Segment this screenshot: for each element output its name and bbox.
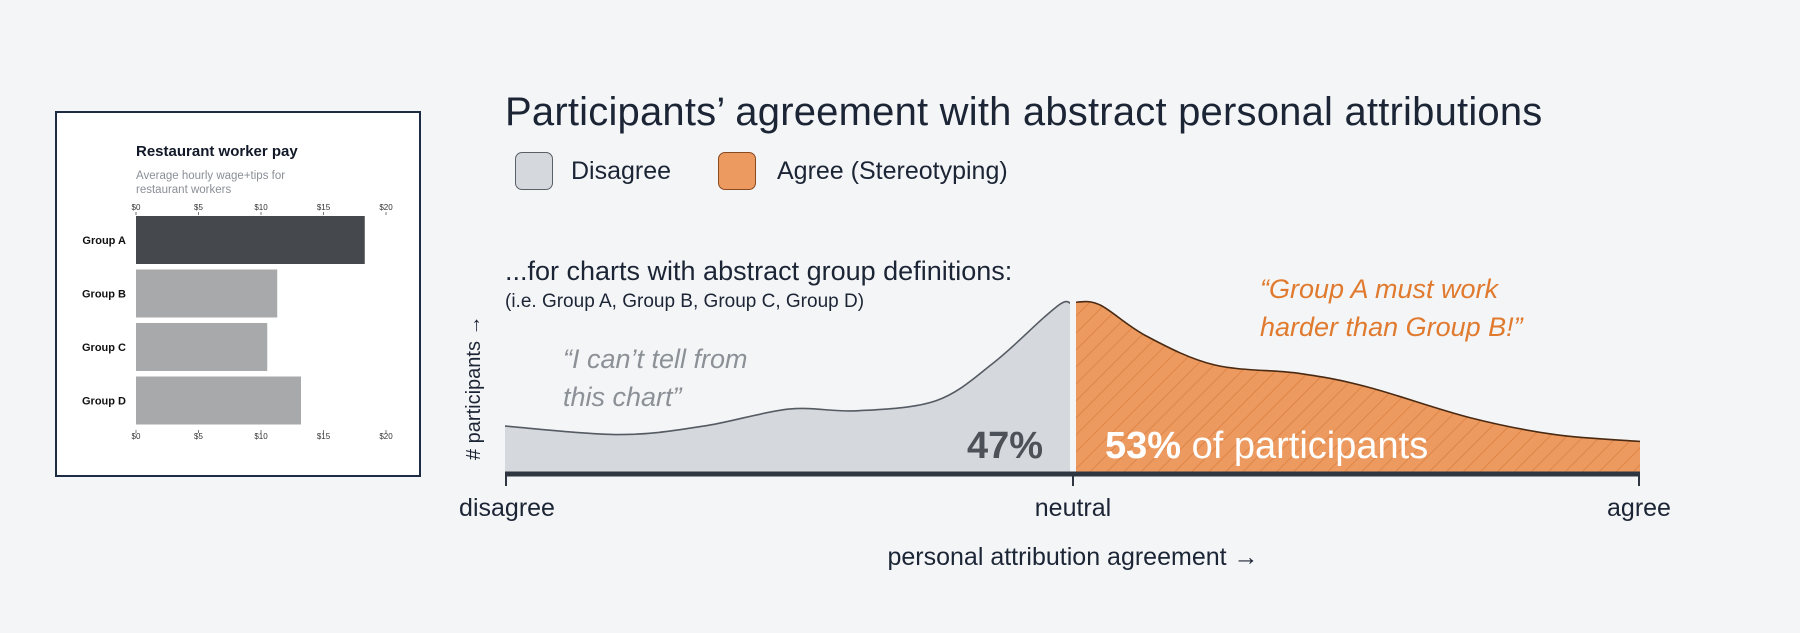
thumbnail-title: Restaurant worker pay [136,143,298,160]
thumbnail-category-label: Group A [82,235,126,247]
curve-agree [1071,300,1641,443]
thumbnail-category-label: Group C [82,342,126,354]
thumbnail-tick-label-top: $20 [379,203,393,212]
thumbnail-tick-label-bottom: $10 [254,432,268,441]
thumbnail-tick-label-bottom: $15 [317,432,331,441]
x-tick-label-disagree: disagree [459,494,555,522]
thumbnail-tick-label-bottom: $0 [132,432,141,441]
agree-percent-suffix: of participants [1181,425,1428,467]
chart-subtitle-note: (i.e. Group A, Group B, Group C, Group D… [505,291,865,312]
quote-agree-line-1: “Group A must work [1260,274,1500,304]
legend-swatch-agree [718,152,756,190]
legend-agree: Agree (Stereotyping) [718,152,1008,190]
y-axis-label: # participants → [463,315,485,460]
thumbnail-bar [136,216,365,264]
thumbnail-bar-chart: Restaurant worker pay Average hourly wag… [55,111,421,477]
quote-disagree-line-1: “I can’t tell from [563,344,748,374]
thumbnail-subtitle-line-2: restaurant workers [136,184,231,196]
thumbnail-tick-label-top: $15 [317,203,331,212]
thumbnail-subtitle-line-1: Average hourly wage+tips for [136,170,285,182]
legend-disagree: Disagree [515,152,671,190]
thumbnail-tick-label-bottom: $5 [194,432,203,441]
agree-percent-label: 53% of participants [1105,425,1428,467]
agree-percent-value: 53% [1105,425,1181,467]
thumbnail-axis-top: $0 $5 $10 $15 $20 [132,203,393,215]
x-tick-label-neutral: neutral [1035,494,1111,522]
quote-agree-line-2: harder than Group B!” [1260,312,1524,342]
legend-swatch-disagree [515,152,553,190]
thumbnail-category-labels: Group A Group B Group C Group D [82,235,126,408]
disagree-percent-label: 47% [967,425,1043,467]
x-tick-label-agree: agree [1607,494,1671,522]
thumbnail-tick-label-bottom: $20 [379,432,393,441]
thumbnail-tick-label-top: $5 [194,203,203,212]
legend-label-agree: Agree (Stereotyping) [777,156,1008,185]
area-agree-hatch [1072,301,1640,472]
thumbnail-category-label: Group D [82,396,126,408]
thumbnail-bar [136,323,268,371]
thumbnail-tick-label-top: $10 [254,203,268,212]
thumbnail-tick-label-top: $0 [132,203,141,212]
thumbnail-bars [136,216,365,425]
chart-title: Participants’ agreement with abstract pe… [505,90,1543,134]
area-disagree [505,301,1073,472]
thumbnail-bar [136,269,278,318]
legend-label-disagree: Disagree [571,156,672,185]
curve-disagree [504,300,1073,436]
chart-subtitle: ...for charts with abstract group defini… [505,256,1013,286]
thumbnail-axis-bottom: $0 $5 $10 $15 $20 [132,430,393,441]
thumbnail-category-label: Group B [82,289,126,301]
thumbnail-bar [136,376,301,425]
quote-disagree-line-2: this chart” [563,382,683,412]
x-axis-label: personal attribution agreement → [887,543,1258,571]
